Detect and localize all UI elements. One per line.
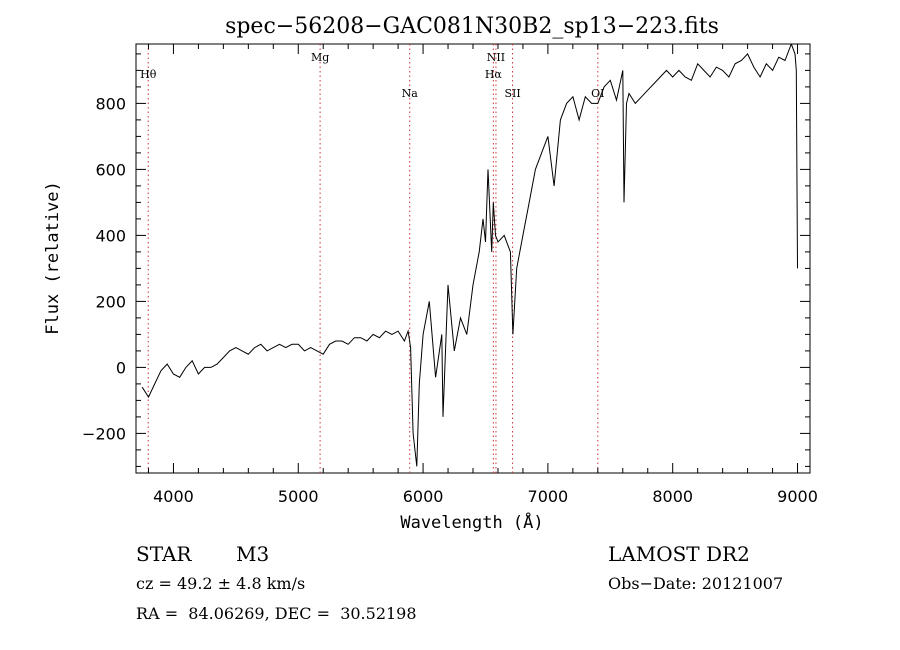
marker-label-6: OI [591, 87, 604, 100]
y-tick-label: 600 [95, 160, 126, 179]
marker-label-1: Mg [311, 51, 329, 64]
marker-label-3: NII [487, 51, 505, 64]
redshift-readout: cz = 49.2 ± 4.8 km/s [136, 574, 306, 593]
y-tick-label: 0 [116, 358, 126, 377]
survey-name: LAMOST DR2 [608, 542, 750, 566]
y-tick-labels: −200 0 200 400 600 800 [82, 94, 126, 443]
chart-title: spec−56208−GAC081N30B2_sp13−223.fits [225, 14, 719, 39]
marker-label-0: Hθ [140, 68, 157, 81]
x-tick-label: 6000 [403, 487, 444, 506]
object-subclass: M3 [236, 542, 270, 566]
y-tick-label: 200 [95, 292, 126, 311]
x-tick-label: 5000 [278, 487, 319, 506]
marker-label-2: Na [402, 87, 419, 100]
x-tick-label: 7000 [528, 487, 569, 506]
x-tick-labels: 4000 5000 6000 7000 8000 9000 [153, 487, 818, 506]
object-class: STAR [136, 542, 192, 566]
y-tick-label: −200 [82, 424, 126, 443]
spectrum-line-0 [141, 44, 798, 467]
y-axis-label: Flux (relative) [43, 181, 63, 335]
x-axis-label: Wavelength (Å) [400, 511, 543, 533]
x-tick-label: 4000 [153, 487, 194, 506]
y-tick-label: 400 [95, 226, 126, 245]
marker-label-5: SII [504, 87, 520, 100]
x-tick-label: 9000 [777, 487, 818, 506]
plot-frame [135, 43, 811, 474]
marker-label-4: Hα [485, 68, 503, 81]
y-tick-label: 800 [95, 94, 126, 113]
axis-ticks [136, 44, 810, 473]
obs-date-readout: Obs−Date: 20121007 [608, 574, 784, 593]
x-tick-label: 8000 [652, 487, 693, 506]
coordinates-readout: RA = 84.06269, DEC = 30.52198 [136, 604, 417, 623]
spectrum-series [141, 44, 798, 467]
